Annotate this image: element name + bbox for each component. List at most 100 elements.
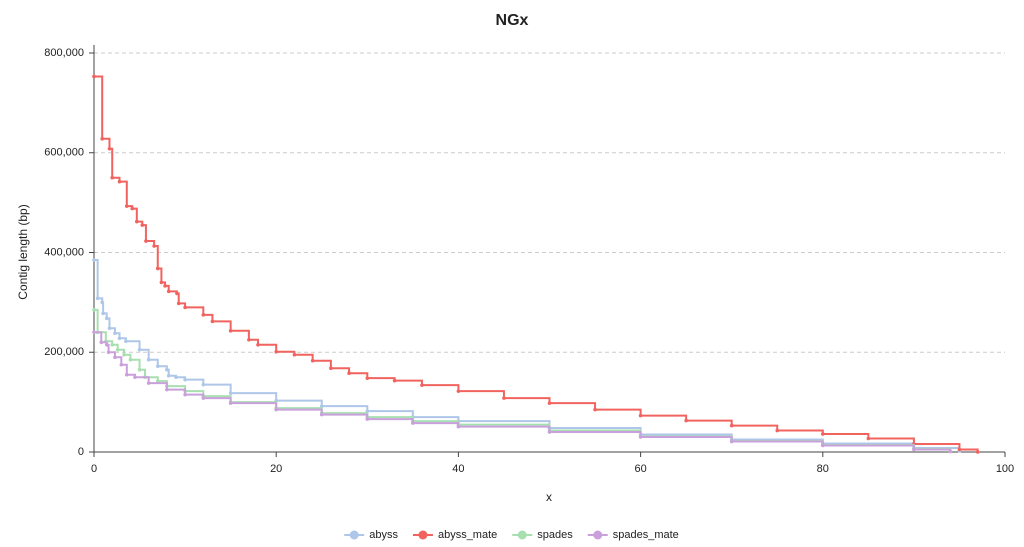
point <box>110 175 115 180</box>
point <box>319 404 324 408</box>
point <box>95 296 100 301</box>
point <box>155 379 160 383</box>
point <box>119 362 124 367</box>
legend-item: spades <box>512 529 573 541</box>
point <box>329 366 333 371</box>
point <box>228 401 233 405</box>
y-tick-label: 400,000 <box>44 246 84 258</box>
point <box>159 280 164 285</box>
point <box>152 244 156 248</box>
point <box>866 436 871 441</box>
point <box>775 428 780 433</box>
point <box>137 347 142 352</box>
x-tick-label: 0 <box>91 463 97 475</box>
y-tick-label: 800,000 <box>44 47 84 59</box>
point <box>210 319 215 324</box>
point <box>100 300 104 305</box>
point <box>130 206 135 211</box>
point <box>122 352 126 357</box>
point <box>163 284 167 288</box>
point <box>821 443 825 448</box>
point <box>135 219 139 224</box>
point <box>274 407 279 412</box>
point <box>310 358 315 363</box>
point <box>137 367 142 372</box>
legend-label: abyss_mate <box>438 529 497 541</box>
point <box>140 223 145 227</box>
point <box>113 355 117 360</box>
point <box>100 136 104 141</box>
point <box>92 258 96 262</box>
x-tick-label: 20 <box>270 463 282 475</box>
point <box>165 367 169 372</box>
point <box>92 74 96 79</box>
point <box>347 371 351 375</box>
point <box>975 450 980 454</box>
legend-label: spades_mate <box>613 529 679 541</box>
point <box>183 392 187 397</box>
point <box>124 372 129 377</box>
point <box>107 326 112 331</box>
point <box>101 311 105 316</box>
point <box>117 179 122 184</box>
point <box>104 342 109 347</box>
y-tick-label: 200,000 <box>44 346 84 358</box>
point <box>155 364 160 369</box>
point <box>124 339 128 344</box>
point <box>365 376 370 380</box>
point <box>128 357 133 362</box>
point <box>201 313 206 317</box>
point <box>684 418 688 423</box>
point <box>456 389 461 393</box>
point <box>392 378 397 383</box>
legend-label: abyss <box>369 529 398 541</box>
point <box>166 289 171 294</box>
point <box>365 417 370 421</box>
point <box>117 336 122 341</box>
point <box>146 381 151 385</box>
point <box>593 407 597 412</box>
legend-item: spades_mate <box>587 529 679 541</box>
series-line <box>94 258 961 452</box>
point <box>821 432 825 436</box>
point <box>104 316 109 321</box>
legend-label: spades <box>537 529 573 541</box>
point <box>110 342 115 347</box>
legend-swatch <box>349 530 359 540</box>
x-tick-label: 60 <box>634 463 646 475</box>
point <box>411 421 415 425</box>
point <box>176 301 181 306</box>
point <box>144 239 148 243</box>
point <box>166 373 171 378</box>
point <box>420 383 424 387</box>
legend-item: abyss_mate <box>412 529 497 541</box>
point <box>456 424 461 429</box>
point <box>133 375 137 379</box>
point <box>365 409 370 413</box>
point <box>92 308 96 312</box>
point <box>319 412 324 417</box>
point <box>957 447 962 452</box>
point <box>92 330 96 335</box>
point <box>113 331 117 336</box>
point <box>165 387 169 392</box>
point <box>247 337 251 342</box>
legend-item: abyss <box>344 529 398 541</box>
point <box>146 357 151 362</box>
point <box>174 375 178 379</box>
point <box>201 396 206 400</box>
point <box>124 204 129 208</box>
point <box>274 349 279 354</box>
point <box>547 430 552 434</box>
x-axis-label: x <box>546 490 552 504</box>
point <box>175 291 179 296</box>
point <box>638 435 643 439</box>
point <box>729 439 734 444</box>
point <box>948 449 953 454</box>
chart-title: NGx <box>496 12 529 29</box>
x-tick-label: 80 <box>817 463 829 475</box>
point <box>292 352 297 357</box>
legend-swatch <box>418 530 428 540</box>
